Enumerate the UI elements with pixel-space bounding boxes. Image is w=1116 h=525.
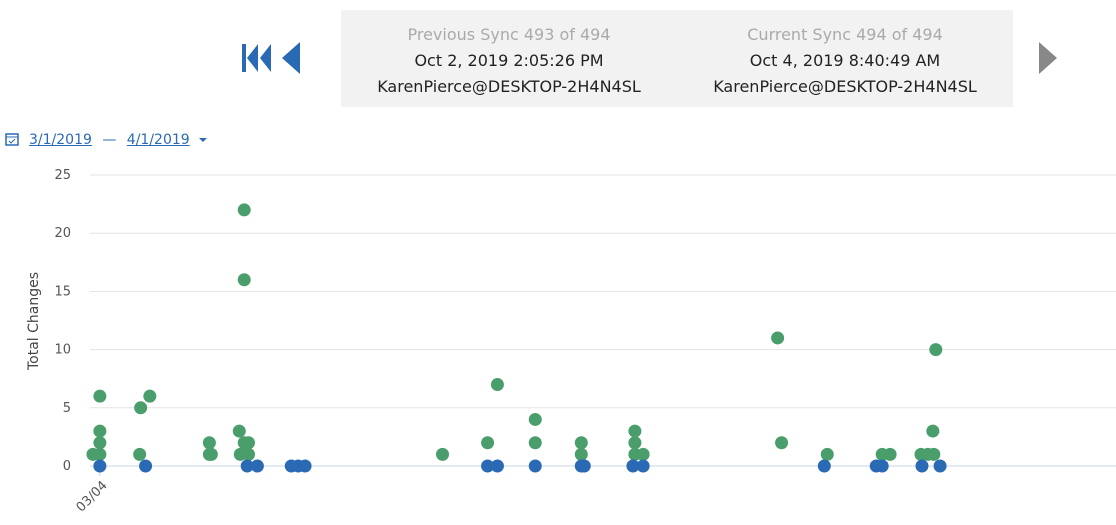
point xyxy=(93,436,107,450)
point xyxy=(628,436,642,450)
point xyxy=(528,459,542,473)
y-tick-label: 15 xyxy=(54,284,71,299)
point xyxy=(817,459,831,473)
point xyxy=(626,459,640,473)
point xyxy=(93,447,107,461)
point xyxy=(250,459,264,473)
point xyxy=(133,447,147,461)
point xyxy=(93,389,107,403)
title: Previous Sync 493 of 494 xyxy=(407,25,611,44)
point xyxy=(915,459,929,473)
point xyxy=(875,459,889,473)
point xyxy=(436,447,450,461)
point xyxy=(242,436,256,450)
separator: — xyxy=(102,132,117,148)
sync-panel: Previous Sync 493 of 494 Oct 2, 2019 2:0… xyxy=(341,10,1013,107)
current-sync: Current Sync 494 of 494 Oct 4, 2019 8:40… xyxy=(677,22,1013,100)
date-range[interactable]: 3/1/2019 — 4/1/2019 xyxy=(5,132,208,148)
point xyxy=(481,436,495,450)
point xyxy=(574,436,588,450)
date: Oct 2, 2019 2:05:26 PM xyxy=(414,51,604,70)
point xyxy=(820,447,834,461)
point xyxy=(636,447,650,461)
point xyxy=(577,459,591,473)
point xyxy=(927,447,941,461)
point xyxy=(528,412,542,426)
point xyxy=(237,203,251,217)
y-tick-label: 25 xyxy=(54,168,71,183)
point xyxy=(240,459,254,473)
point xyxy=(775,436,789,450)
point xyxy=(93,424,107,438)
date: Oct 4, 2019 8:40:49 AM xyxy=(749,51,941,70)
dropdown-icon[interactable] xyxy=(198,136,208,144)
point xyxy=(481,459,495,473)
y-tick-label: 20 xyxy=(54,226,71,241)
user: KarenPierce@DESKTOP-2H4N4SL xyxy=(377,77,641,96)
chart: Total Changes 0 5 10 15 20 25 03/04 xyxy=(26,168,1116,515)
point xyxy=(926,424,940,438)
point xyxy=(237,273,251,287)
end-date[interactable]: 4/1/2019 xyxy=(126,132,190,148)
first-button[interactable] xyxy=(242,44,246,72)
next-button[interactable] xyxy=(1039,42,1057,74)
point xyxy=(929,343,943,357)
title: Current Sync 494 of 494 xyxy=(747,25,943,44)
first-icon[interactable] xyxy=(260,44,271,72)
point xyxy=(139,459,153,473)
point xyxy=(628,424,642,438)
point xyxy=(574,447,588,461)
y-axis-label: Total Changes xyxy=(26,272,42,371)
point xyxy=(298,459,312,473)
first-icon[interactable] xyxy=(247,44,258,72)
previous-sync: Previous Sync 493 of 494 Oct 2, 2019 2:0… xyxy=(341,22,677,100)
point xyxy=(771,331,785,345)
point xyxy=(202,436,216,450)
point xyxy=(93,459,107,473)
point xyxy=(143,389,157,403)
prev-button[interactable] xyxy=(282,42,300,74)
point xyxy=(528,436,542,450)
calendar-icon xyxy=(5,133,19,146)
point xyxy=(490,378,504,392)
point xyxy=(933,459,947,473)
point xyxy=(490,459,504,473)
point xyxy=(204,447,218,461)
y-tick-label: 5 xyxy=(63,401,71,416)
point xyxy=(883,447,897,461)
y-tick-label: 0 xyxy=(63,459,71,474)
user: KarenPierce@DESKTOP-2H4N4SL xyxy=(713,77,977,96)
point xyxy=(134,401,148,415)
point xyxy=(636,459,650,473)
x-tick-label: 03/04 xyxy=(74,478,111,515)
y-tick-label: 10 xyxy=(54,343,71,358)
point xyxy=(242,447,256,461)
point xyxy=(232,424,246,438)
start-date[interactable]: 3/1/2019 xyxy=(29,132,92,148)
nav-icons xyxy=(242,42,1057,74)
